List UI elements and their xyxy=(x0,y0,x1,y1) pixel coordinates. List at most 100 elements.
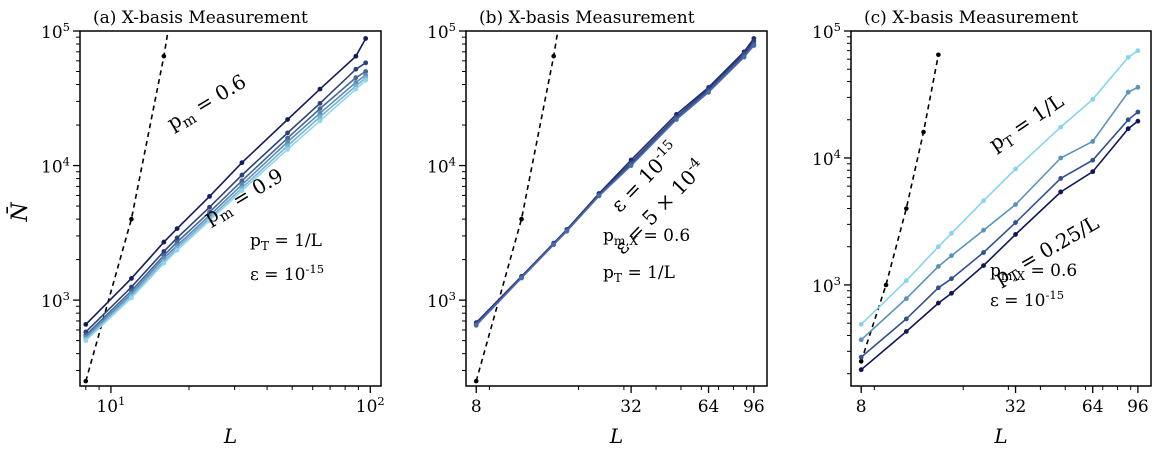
reference-point xyxy=(883,282,889,288)
parameter-annotation: ε = 10-15 xyxy=(990,288,1064,311)
series-annotation-top: pT = 1/L xyxy=(984,89,1070,159)
plot-area xyxy=(473,31,757,384)
parameter-annotation: ε = 10-15 xyxy=(250,262,324,285)
parameter-annotation: pT = 1/L xyxy=(250,231,322,253)
y-tick-label: 104 xyxy=(427,154,456,177)
data-point xyxy=(1013,232,1018,237)
data-point xyxy=(1058,155,1064,161)
x-tick-label: 96 xyxy=(743,397,765,417)
reference-point xyxy=(936,52,941,58)
data-point xyxy=(83,338,89,344)
reference-point xyxy=(161,53,167,59)
data-point xyxy=(239,188,245,194)
data-point xyxy=(363,36,369,41)
parameter-annotation: pm,X = 0.6 xyxy=(990,261,1077,283)
data-point xyxy=(1090,157,1096,163)
data-point xyxy=(981,250,986,255)
data-point xyxy=(1125,54,1131,60)
data-point xyxy=(161,239,167,245)
data-point xyxy=(83,321,89,327)
plot-area xyxy=(858,48,1141,373)
data-point xyxy=(129,276,134,281)
series-line xyxy=(860,120,1139,371)
data-point xyxy=(903,278,909,284)
data-point xyxy=(935,300,941,306)
panel-b: 8 32 64 96 103 104 105 L (b) X-basis Measurement… xyxy=(427,8,768,448)
data-point xyxy=(473,322,479,328)
data-point xyxy=(1013,202,1018,207)
x-tick-label: 32 xyxy=(1005,397,1027,417)
data-point xyxy=(161,249,167,254)
y-tick-label: 104 xyxy=(41,154,70,177)
data-point xyxy=(1090,96,1096,102)
series-line xyxy=(85,38,367,325)
data-point xyxy=(239,178,245,184)
series-line xyxy=(860,86,1139,341)
data-point xyxy=(1013,220,1018,225)
y-tick-label: 105 xyxy=(427,20,456,43)
reference-dashed-line xyxy=(85,31,169,382)
data-point xyxy=(129,284,134,290)
series-line xyxy=(85,79,367,342)
data-point xyxy=(174,235,180,241)
y-tick-label: 104 xyxy=(812,147,841,170)
series-line xyxy=(85,70,367,336)
data-point xyxy=(741,54,747,60)
data-point xyxy=(858,354,864,360)
data-point xyxy=(174,226,180,232)
minor-ticks xyxy=(462,36,748,390)
panel-c: 8 32 64 96 103 104 105 L (c) X-basis Measurement… xyxy=(812,8,1152,448)
reference-point xyxy=(519,216,524,222)
data-point xyxy=(161,260,167,266)
plot-area xyxy=(83,31,369,384)
y-tick-label: 105 xyxy=(41,20,70,43)
y-tick-label: 103 xyxy=(41,289,70,312)
data-point xyxy=(353,75,359,81)
data-point xyxy=(239,172,245,178)
data-point xyxy=(317,118,323,124)
series-line xyxy=(860,50,1139,325)
data-point xyxy=(285,135,290,141)
data-point xyxy=(239,160,245,166)
reference-point xyxy=(921,129,926,135)
data-point xyxy=(1135,84,1141,90)
panel-title: (c) X-basis Measurement xyxy=(864,8,1078,28)
x-axis-label: L xyxy=(993,424,1007,448)
data-point xyxy=(981,198,986,204)
data-point xyxy=(858,321,864,327)
parameter-annotation: pT = 1/L xyxy=(603,263,675,285)
data-point xyxy=(1058,124,1064,130)
data-point xyxy=(949,230,954,236)
reference-point xyxy=(83,378,89,384)
reference-point xyxy=(129,216,134,222)
x-axis-label: L xyxy=(223,424,237,448)
data-point xyxy=(519,275,524,281)
series-line xyxy=(85,74,367,338)
data-point xyxy=(285,130,290,136)
data-point xyxy=(285,146,290,152)
x-tick-label: 8 xyxy=(856,397,867,417)
panel-title: (a) X-basis Measurement xyxy=(93,8,308,28)
y-tick-label: 103 xyxy=(812,274,841,297)
series-line xyxy=(85,62,367,333)
data-point xyxy=(317,110,323,116)
data-point xyxy=(903,329,909,334)
data-point xyxy=(317,100,323,106)
data-point xyxy=(981,227,986,233)
x-tick-label: 32 xyxy=(620,397,642,417)
x-tick-label: 102 xyxy=(356,394,385,417)
data-point xyxy=(949,276,954,282)
data-point xyxy=(674,117,679,122)
series-line xyxy=(85,77,367,340)
data-point xyxy=(207,193,212,199)
reference-point xyxy=(551,53,556,59)
data-point xyxy=(1135,48,1141,54)
data-point xyxy=(935,285,941,291)
reference-point xyxy=(904,206,909,211)
y-tick-label: 103 xyxy=(427,289,456,312)
data-point xyxy=(363,69,369,74)
data-point xyxy=(903,296,909,302)
data-point xyxy=(1090,139,1096,144)
series-annotation-top: pm = 0.6 xyxy=(163,69,253,138)
